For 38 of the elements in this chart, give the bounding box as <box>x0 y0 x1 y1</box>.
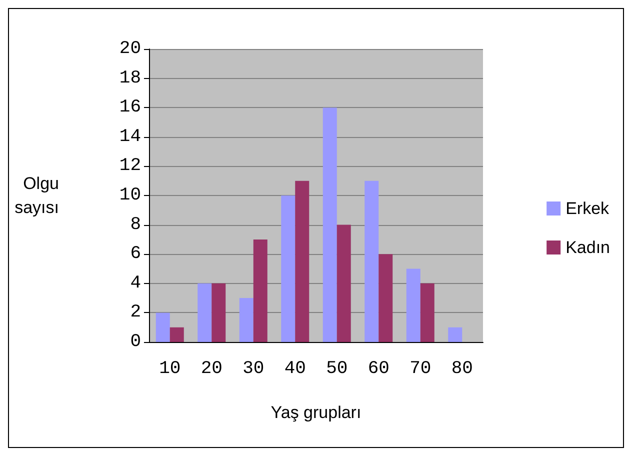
bar <box>239 298 254 342</box>
y-tick-label: 2 <box>130 302 141 323</box>
y-tick-label: 16 <box>119 98 141 118</box>
y-tick-label: 14 <box>119 126 141 147</box>
bar <box>406 268 420 342</box>
y-tick-label: 12 <box>119 156 141 176</box>
bar <box>448 327 462 342</box>
x-tick-label: 40 <box>284 359 306 379</box>
bar <box>212 283 226 342</box>
bar <box>336 224 351 342</box>
bar <box>378 254 393 342</box>
bar <box>198 283 212 342</box>
y-tick-label: 0 <box>130 332 141 352</box>
y-axis-title: Olgu sayısı <box>14 174 59 217</box>
y-tick-label: 4 <box>130 273 141 294</box>
x-tick-label: 70 <box>410 359 432 379</box>
y-tick-label: 6 <box>130 244 141 264</box>
bar <box>281 196 296 342</box>
legend-label: Erkek <box>566 199 610 218</box>
y-tick-label: 20 <box>119 39 141 59</box>
bar <box>170 327 184 342</box>
y-tick-label: 18 <box>119 68 141 88</box>
x-tick-label: 30 <box>242 359 264 379</box>
y-tick-label: 8 <box>130 214 141 235</box>
bar <box>364 180 379 342</box>
x-tick-label: 60 <box>368 359 390 379</box>
bar <box>420 283 434 342</box>
x-tick-label: 10 <box>159 359 181 379</box>
x-tick-label: 50 <box>326 359 348 379</box>
legend-label: Kadın <box>566 238 610 257</box>
x-tick-label: 20 <box>200 359 222 379</box>
bar <box>295 180 310 342</box>
bar <box>322 108 337 342</box>
bar <box>156 312 170 342</box>
y-tick-label: 10 <box>119 186 141 206</box>
x-axis-title: Yaş grupları <box>270 403 362 422</box>
x-tick-label: 80 <box>451 359 473 379</box>
bar <box>253 239 268 342</box>
